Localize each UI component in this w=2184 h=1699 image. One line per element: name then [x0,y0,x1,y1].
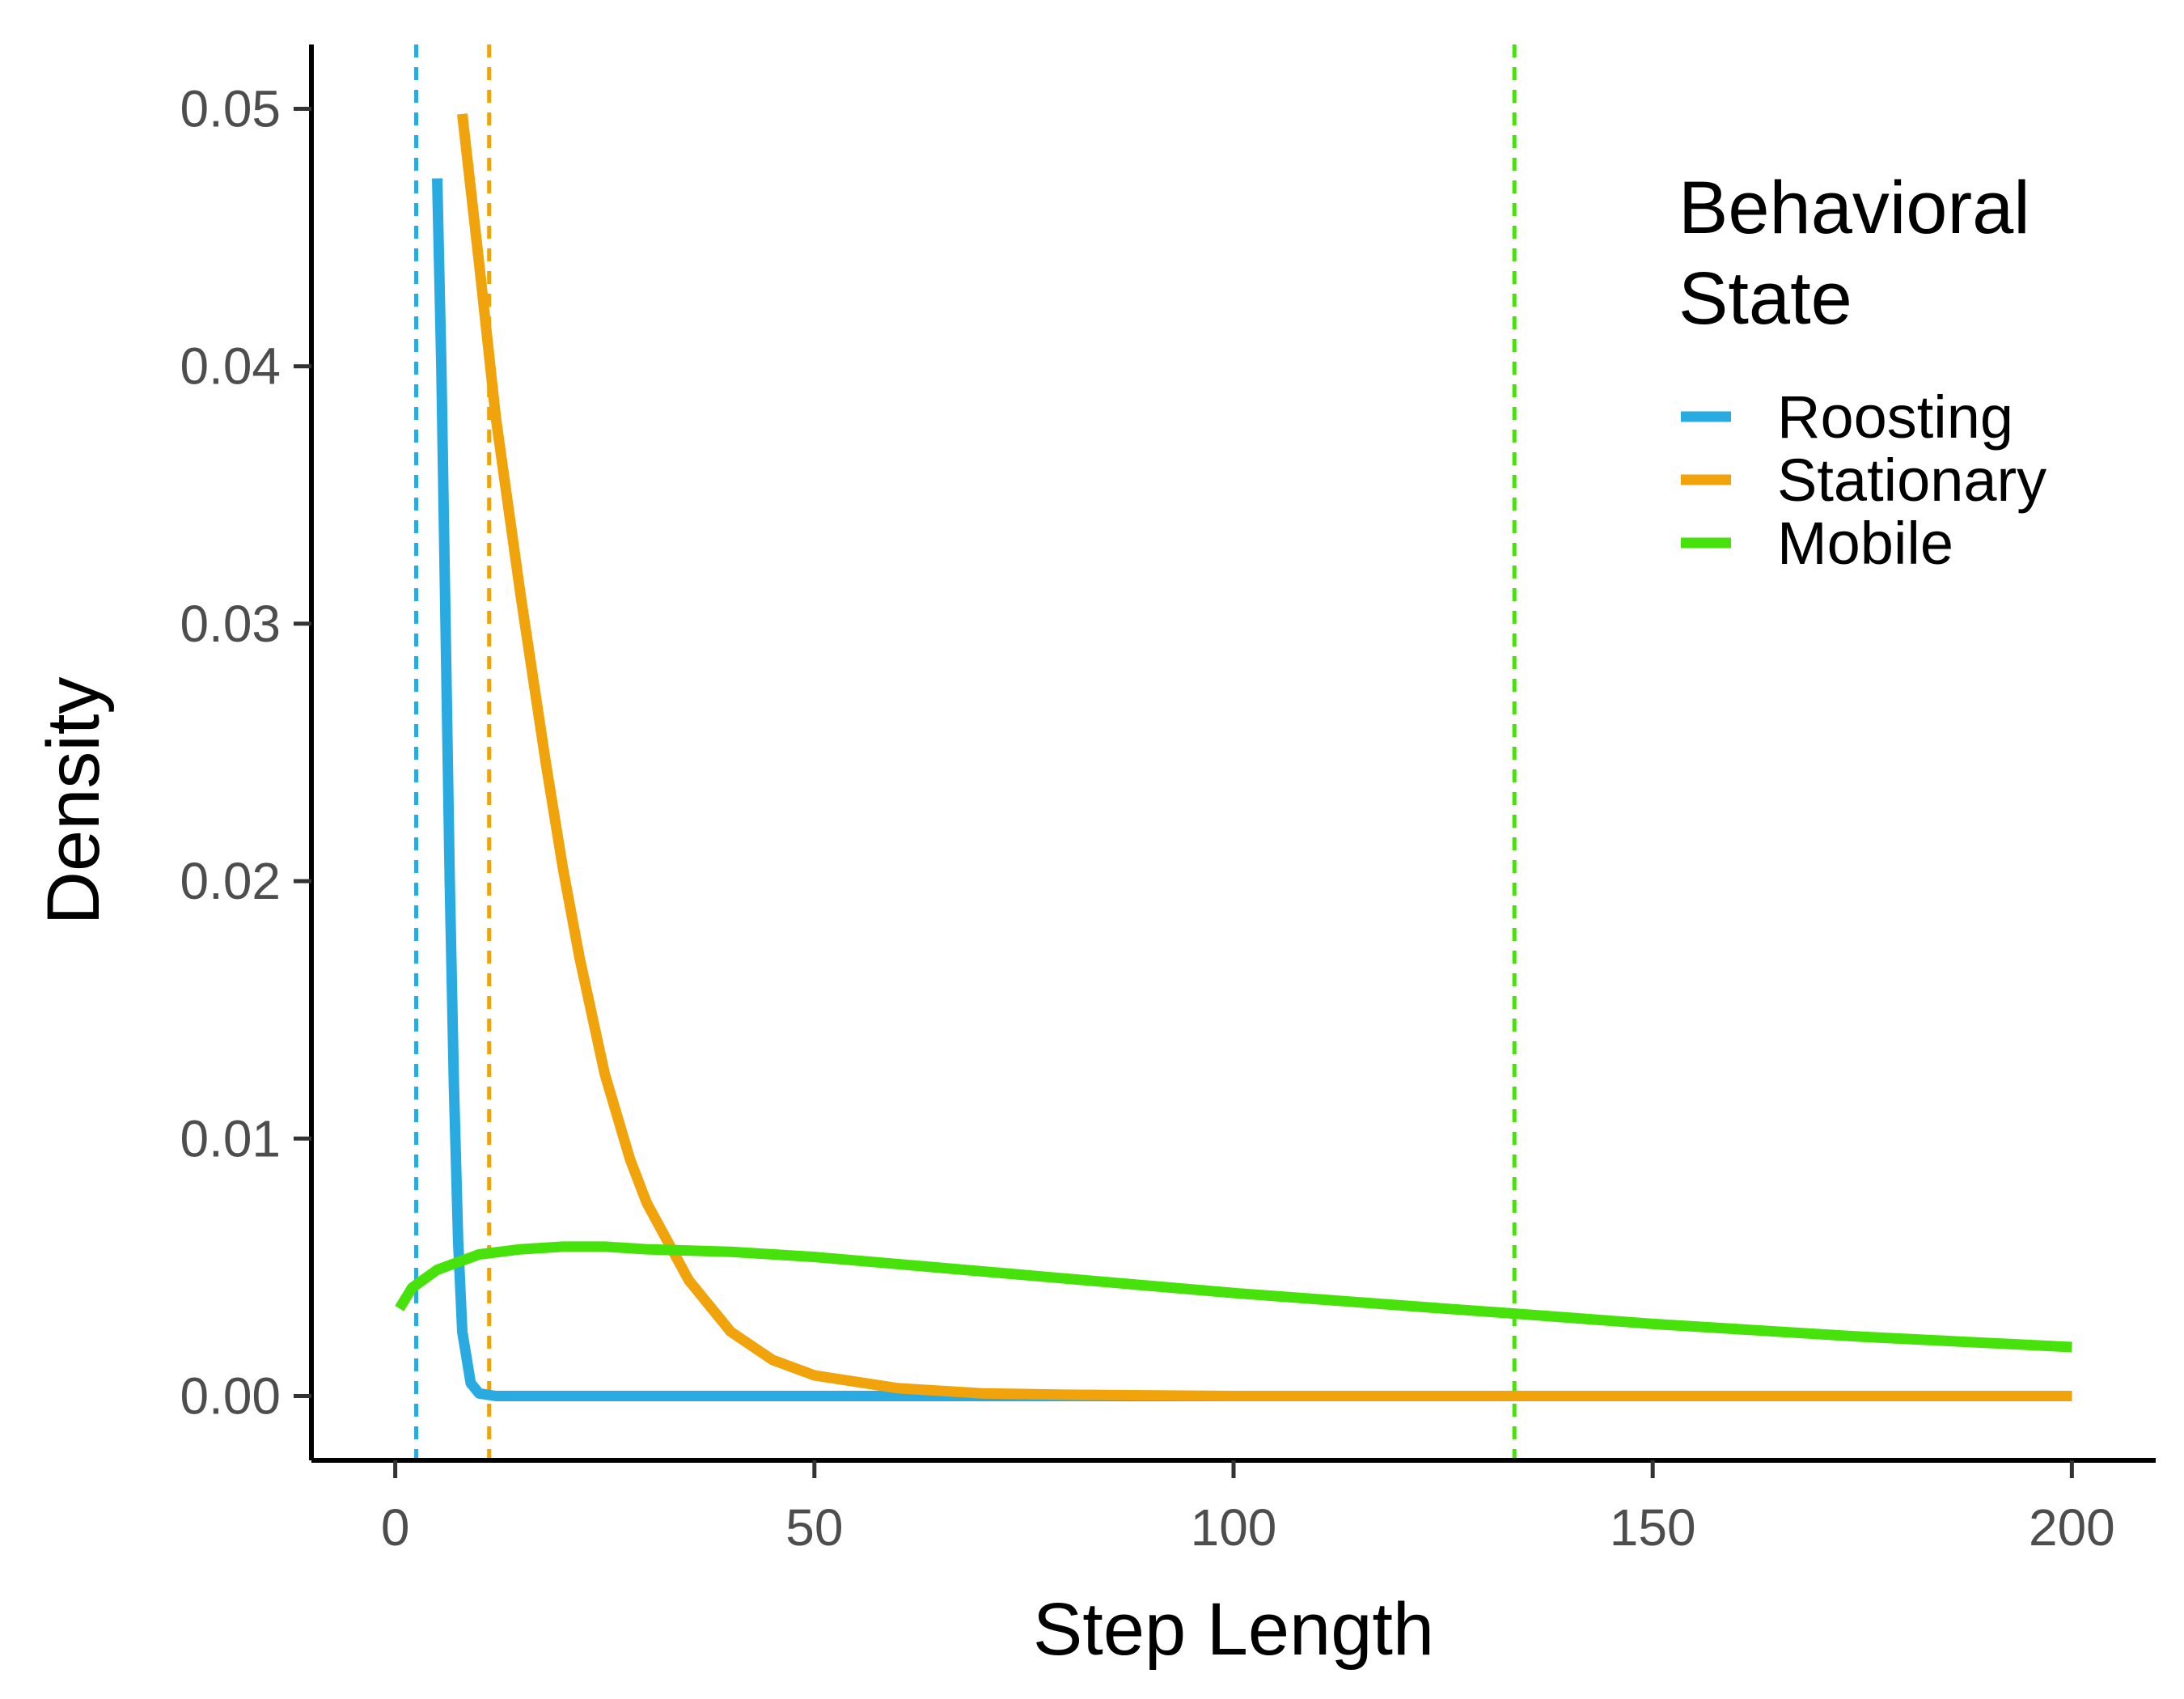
y-axis-title: Density [32,677,115,926]
series-line-stationary [457,113,2072,1401]
legend-label-mobile: Mobile [1777,510,1953,577]
y-tick-label: 0.01 [180,1109,281,1167]
y-tick-label: 0.03 [180,595,281,653]
y-tick-label: 0.00 [180,1366,281,1425]
y-tick-label: 0.05 [180,80,281,138]
y-axis-ticks: 0.00 0.01 0.02 0.03 0.04 0.05 [180,80,311,1425]
legend-title-line-1: Behavioral [1678,167,2030,249]
x-axis-ticks: 0 50 100 150 200 [381,1460,2115,1557]
x-axis-title: Step Length [1033,1588,1434,1671]
y-tick-label: 0.02 [180,852,281,910]
legend-label-stationary: Stationary [1777,447,2046,514]
x-tick-label: 100 [1191,1498,1277,1557]
legend-title-line-2: State [1678,257,1852,340]
legend: Behavioral State RoostingStationaryMobil… [1678,167,2046,577]
y-tick-label: 0.04 [180,337,281,396]
legend-label-roosting: Roosting [1777,383,2013,451]
series-lines [395,113,2072,1401]
series-line-roosting [432,178,2072,1401]
x-tick-label: 0 [381,1498,410,1557]
vertical-reference-lines [414,44,1517,1460]
x-tick-label: 50 [785,1498,843,1557]
x-tick-label: 200 [2029,1498,2115,1557]
series-line-mobile [395,1241,2072,1353]
x-tick-label: 150 [1610,1498,1696,1557]
